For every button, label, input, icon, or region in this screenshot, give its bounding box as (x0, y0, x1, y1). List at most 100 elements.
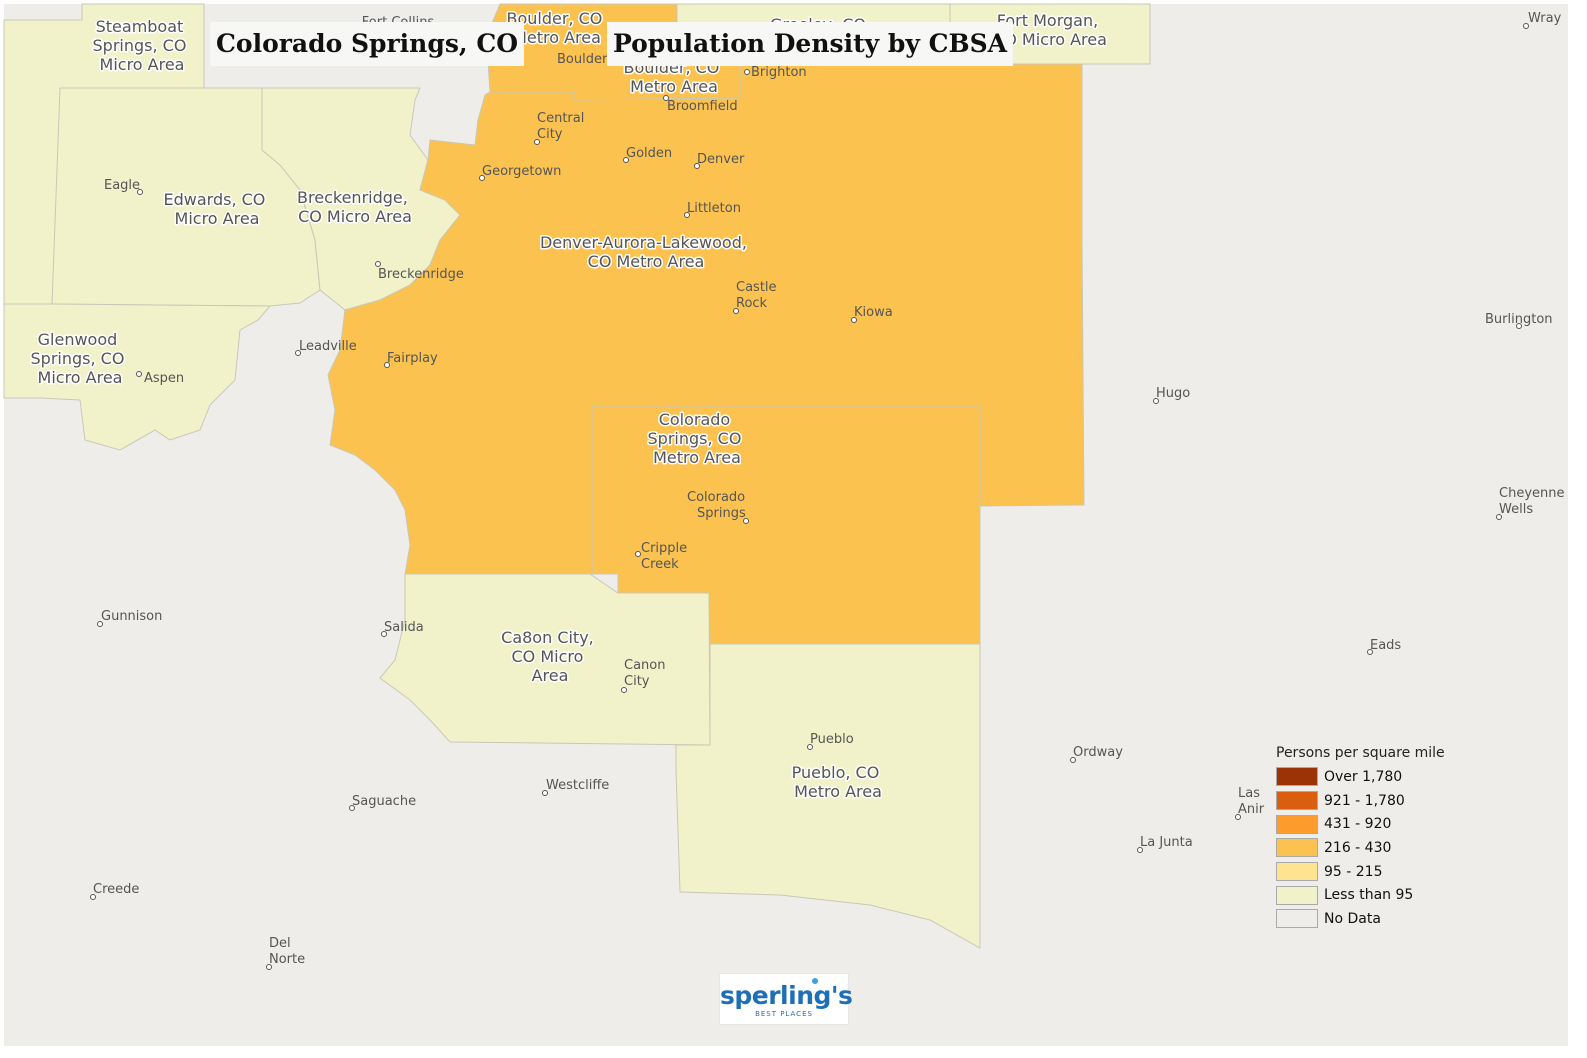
svg-text:Ordway: Ordway (1073, 745, 1123, 760)
legend-label: 95 - 215 (1324, 863, 1383, 880)
city-brighton: Brighton (744, 65, 807, 80)
svg-text:Hugo: Hugo (1156, 386, 1190, 401)
location-title: Colorado Springs, CO (210, 22, 524, 66)
svg-text:Eagle: Eagle (104, 178, 140, 193)
region-pueblo (675, 643, 981, 949)
legend-swatch (1276, 767, 1318, 787)
city-del-norte: Del Norte (266, 936, 305, 970)
city-hugo: Hugo (1153, 386, 1190, 404)
city-eagle: Eagle (104, 178, 143, 195)
city-colorado-springs: Colorado Springs (687, 490, 749, 524)
legend-label: 921 - 1,780 (1324, 792, 1405, 809)
svg-text:Littleton: Littleton (687, 201, 741, 216)
svg-text:Broomfield: Broomfield (667, 99, 738, 114)
svg-text:Fairplay: Fairplay (387, 351, 438, 366)
city-pueblo: Pueblo (807, 732, 854, 750)
city-cheyenne-wells: Cheyenne Wells (1496, 486, 1564, 520)
area-label-fort-morgan: Fort Morgan, CO Micro Area (993, 11, 1107, 49)
svg-text:Denver: Denver (697, 152, 745, 167)
sperlings-logo[interactable]: sperling's BEST PLACES (719, 973, 853, 1025)
legend-title: Persons per square mile (1276, 745, 1445, 761)
city-aspen: Aspen (136, 371, 184, 386)
legend: Persons per square mile Over 1,780 921 -… (1276, 745, 1476, 931)
legend-swatch (1276, 814, 1318, 834)
city-kiowa: Kiowa (851, 305, 893, 323)
legend-swatch (1276, 885, 1318, 905)
map-pin-icon (812, 978, 818, 984)
city-cripple-creek: Cripple Creek (635, 541, 687, 572)
city-denver: Denver (694, 152, 745, 169)
legend-item-431-920: 431 - 920 (1276, 812, 1476, 836)
area-label-pueblo: Pueblo, CO Metro Area (792, 763, 885, 801)
legend-item-no-data: No Data (1276, 907, 1476, 931)
map-title: Population Density by CBSA (607, 22, 1014, 66)
svg-text:Burlington: Burlington (1485, 312, 1553, 327)
area-label-denver-aurora-lakewood: Denver-Aurora-Lakewood, CO Metro Area (540, 233, 752, 271)
logo-tagline: BEST PLACES (755, 1010, 813, 1018)
legend-label: No Data (1324, 910, 1381, 927)
svg-text:Pueblo: Pueblo (810, 732, 854, 747)
legend-swatch (1276, 838, 1318, 858)
city-leadville: Leadville (295, 339, 357, 356)
legend-swatch (1276, 791, 1318, 811)
city-westcliffe: Westcliffe (542, 778, 609, 796)
svg-text:Leadville: Leadville (299, 339, 357, 354)
svg-text:La Junta: La Junta (1140, 835, 1193, 850)
city-central-city: Central City (534, 111, 584, 145)
svg-text:Boulder: Boulder (557, 52, 608, 67)
city-breckenridge: Breckenridge (375, 261, 464, 282)
city-boulder: Boulder (557, 52, 615, 67)
city-burlington: Burlington (1485, 312, 1553, 329)
svg-text:Wray: Wray (1528, 11, 1562, 26)
legend-item-95-215: 95 - 215 (1276, 860, 1476, 884)
region-colorado-springs (591, 405, 981, 645)
city-la-junta: La Junta (1137, 835, 1193, 853)
svg-text:Westcliffe: Westcliffe (546, 778, 609, 793)
area-label-breckenridge: Breckenridge, CO Micro Area (297, 188, 413, 226)
city-fairplay: Fairplay (384, 351, 438, 368)
region-glenwood-springs (3, 303, 272, 451)
legend-swatch (1276, 909, 1318, 929)
city-eads: Eads (1367, 638, 1401, 655)
legend-item-less-than-95: Less than 95 (1276, 883, 1476, 907)
svg-text:Aspen: Aspen (144, 371, 184, 386)
city-gunnison: Gunnison (97, 609, 162, 627)
area-label-edwards: Edwards, CO Micro Area (164, 190, 271, 228)
svg-text:Kiowa: Kiowa (854, 305, 893, 320)
city-ordway: Ordway (1070, 745, 1123, 763)
city-las-animas: Las Anir (1235, 786, 1265, 820)
area-label-steamboat-springs: Steamboat Springs, CO Micro Area (93, 17, 192, 74)
legend-label: Less than 95 (1324, 887, 1414, 904)
area-label-boulder-top: Boulder, CO Metro Area (507, 9, 608, 47)
svg-text:Brighton: Brighton (751, 65, 807, 80)
svg-text:Creede: Creede (93, 882, 139, 897)
legend-item-216-430: 216 - 430 (1276, 836, 1476, 860)
city-creede: Creede (90, 882, 139, 900)
legend-label: 216 - 430 (1324, 839, 1392, 856)
legend-label: Over 1,780 (1324, 768, 1403, 785)
city-wray: Wray (1523, 11, 1562, 29)
city-broomfield: Broomfield (663, 95, 738, 114)
svg-text:Eads: Eads (1370, 638, 1401, 653)
svg-text:Breckenridge: Breckenridge (378, 267, 464, 282)
area-label-colorado-springs: Colorado Springs, CO Metro Area (648, 410, 747, 467)
area-label-canon-city: Ca8on City, CO Micro Area (501, 628, 599, 685)
city-salida: Salida (381, 620, 424, 637)
legend-item-921-1780: 921 - 1,780 (1276, 789, 1476, 813)
city-saguache: Saguache (349, 794, 416, 811)
legend-item-over-1780: Over 1,780 (1276, 765, 1476, 789)
legend-swatch (1276, 862, 1318, 882)
city-canon-city: Canon City (621, 658, 665, 693)
region-canon-city (379, 573, 711, 746)
svg-text:Georgetown: Georgetown (482, 164, 561, 179)
city-golden: Golden (623, 146, 672, 163)
